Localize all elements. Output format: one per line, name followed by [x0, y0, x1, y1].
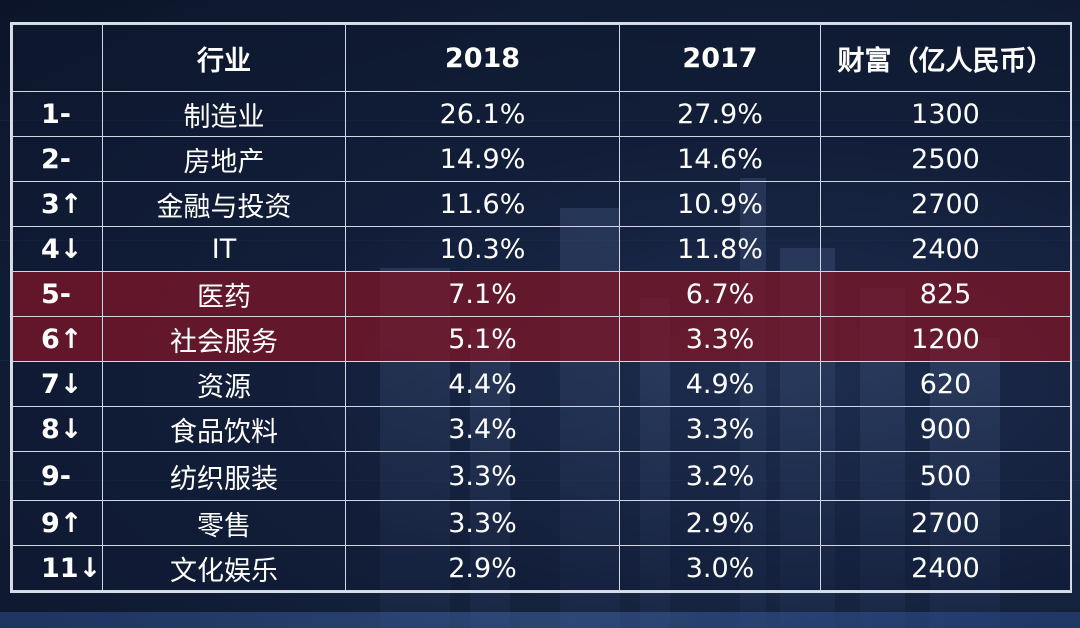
share-2018-cell: 11.6% [345, 181, 620, 227]
wealth-cell: 825 [820, 271, 1071, 317]
bottom-decor-bar [0, 612, 1080, 628]
rank-cell: 11↓ [12, 545, 103, 591]
share-2017-cell: 27.9% [619, 91, 821, 137]
header-industry: 行业 [102, 24, 346, 92]
share-2018-cell: 14.9% [345, 136, 620, 182]
share-2017-cell: 2.9% [619, 500, 821, 546]
rank-cell: 7↓ [12, 361, 103, 407]
table-row: 2- 房地产 14.9% 14.6% 2500 [12, 136, 1071, 182]
rank-cell: 3↑ [12, 181, 103, 227]
wealth-cell: 2700 [820, 181, 1071, 227]
industry-cell: 零售 [102, 500, 346, 546]
share-2017-cell: 6.7% [619, 271, 821, 317]
rank-cell: 8↓ [12, 406, 103, 452]
table-row: 11↓ 文化娱乐 2.9% 3.0% 2400 [12, 545, 1071, 591]
wealth-cell: 500 [820, 451, 1071, 501]
rank-cell: 4↓ [12, 226, 103, 272]
table-row: 9- 纺织服装 3.3% 3.2% 500 [12, 451, 1071, 501]
header-2017: 2017 [619, 24, 821, 92]
table-row: 7↓ 资源 4.4% 4.9% 620 [12, 361, 1071, 407]
share-2017-cell: 3.3% [619, 406, 821, 452]
share-2017-cell: 11.8% [619, 226, 821, 272]
wealth-cell: 2700 [820, 500, 1071, 546]
wealth-cell: 2400 [820, 545, 1071, 591]
share-2017-cell: 3.0% [619, 545, 821, 591]
industry-cell: 纺织服装 [102, 451, 346, 501]
header-wealth: 财富（亿人民币） [820, 24, 1071, 92]
rank-cell: 6↑ [12, 316, 103, 362]
table-row: 9↑ 零售 3.3% 2.9% 2700 [12, 500, 1071, 546]
share-2017-cell: 3.3% [619, 316, 821, 362]
share-2018-cell: 3.4% [345, 406, 620, 452]
table-row-highlighted: 5- 医药 7.1% 6.7% 825 [12, 271, 1071, 317]
wealth-cell: 1200 [820, 316, 1071, 362]
rank-cell: 5- [12, 271, 103, 317]
share-2018-cell: 4.4% [345, 361, 620, 407]
table-header-row: 行业 2018 2017 财富（亿人民币） [12, 24, 1071, 92]
industry-cell: 房地产 [102, 136, 346, 182]
share-2018-cell: 10.3% [345, 226, 620, 272]
share-2017-cell: 3.2% [619, 451, 821, 501]
share-2017-cell: 14.6% [619, 136, 821, 182]
industry-cell: 金融与投资 [102, 181, 346, 227]
rank-cell: 9↑ [12, 500, 103, 546]
rank-cell: 2- [12, 136, 103, 182]
wealth-cell: 620 [820, 361, 1071, 407]
share-2018-cell: 26.1% [345, 91, 620, 137]
table-row: 3↑ 金融与投资 11.6% 10.9% 2700 [12, 181, 1071, 227]
industry-cell: 文化娱乐 [102, 545, 346, 591]
industry-cell: 制造业 [102, 91, 346, 137]
wealth-cell: 900 [820, 406, 1071, 452]
header-2018: 2018 [345, 24, 620, 92]
table-row: 1- 制造业 26.1% 27.9% 1300 [12, 91, 1071, 137]
industry-wealth-table: 行业 2018 2017 财富（亿人民币） 1- 制造业 26.1% 27.9%… [10, 22, 1072, 593]
table-row: 8↓ 食品饮料 3.4% 3.3% 900 [12, 406, 1071, 452]
share-2017-cell: 4.9% [619, 361, 821, 407]
wealth-cell: 1300 [820, 91, 1071, 137]
industry-cell: 医药 [102, 271, 346, 317]
header-rank [12, 24, 103, 92]
share-2018-cell: 3.3% [345, 500, 620, 546]
share-2017-cell: 10.9% [619, 181, 821, 227]
table-row-highlighted: 6↑ 社会服务 5.1% 3.3% 1200 [12, 316, 1071, 362]
industry-cell: 社会服务 [102, 316, 346, 362]
rank-cell: 1- [12, 91, 103, 137]
share-2018-cell: 3.3% [345, 451, 620, 501]
industry-cell: 资源 [102, 361, 346, 407]
share-2018-cell: 7.1% [345, 271, 620, 317]
table-row: 4↓ IT 10.3% 11.8% 2400 [12, 226, 1071, 272]
wealth-cell: 2400 [820, 226, 1071, 272]
share-2018-cell: 2.9% [345, 545, 620, 591]
industry-cell: 食品饮料 [102, 406, 346, 452]
industry-cell: IT [102, 226, 346, 272]
rank-cell: 9- [12, 451, 103, 501]
share-2018-cell: 5.1% [345, 316, 620, 362]
wealth-cell: 2500 [820, 136, 1071, 182]
